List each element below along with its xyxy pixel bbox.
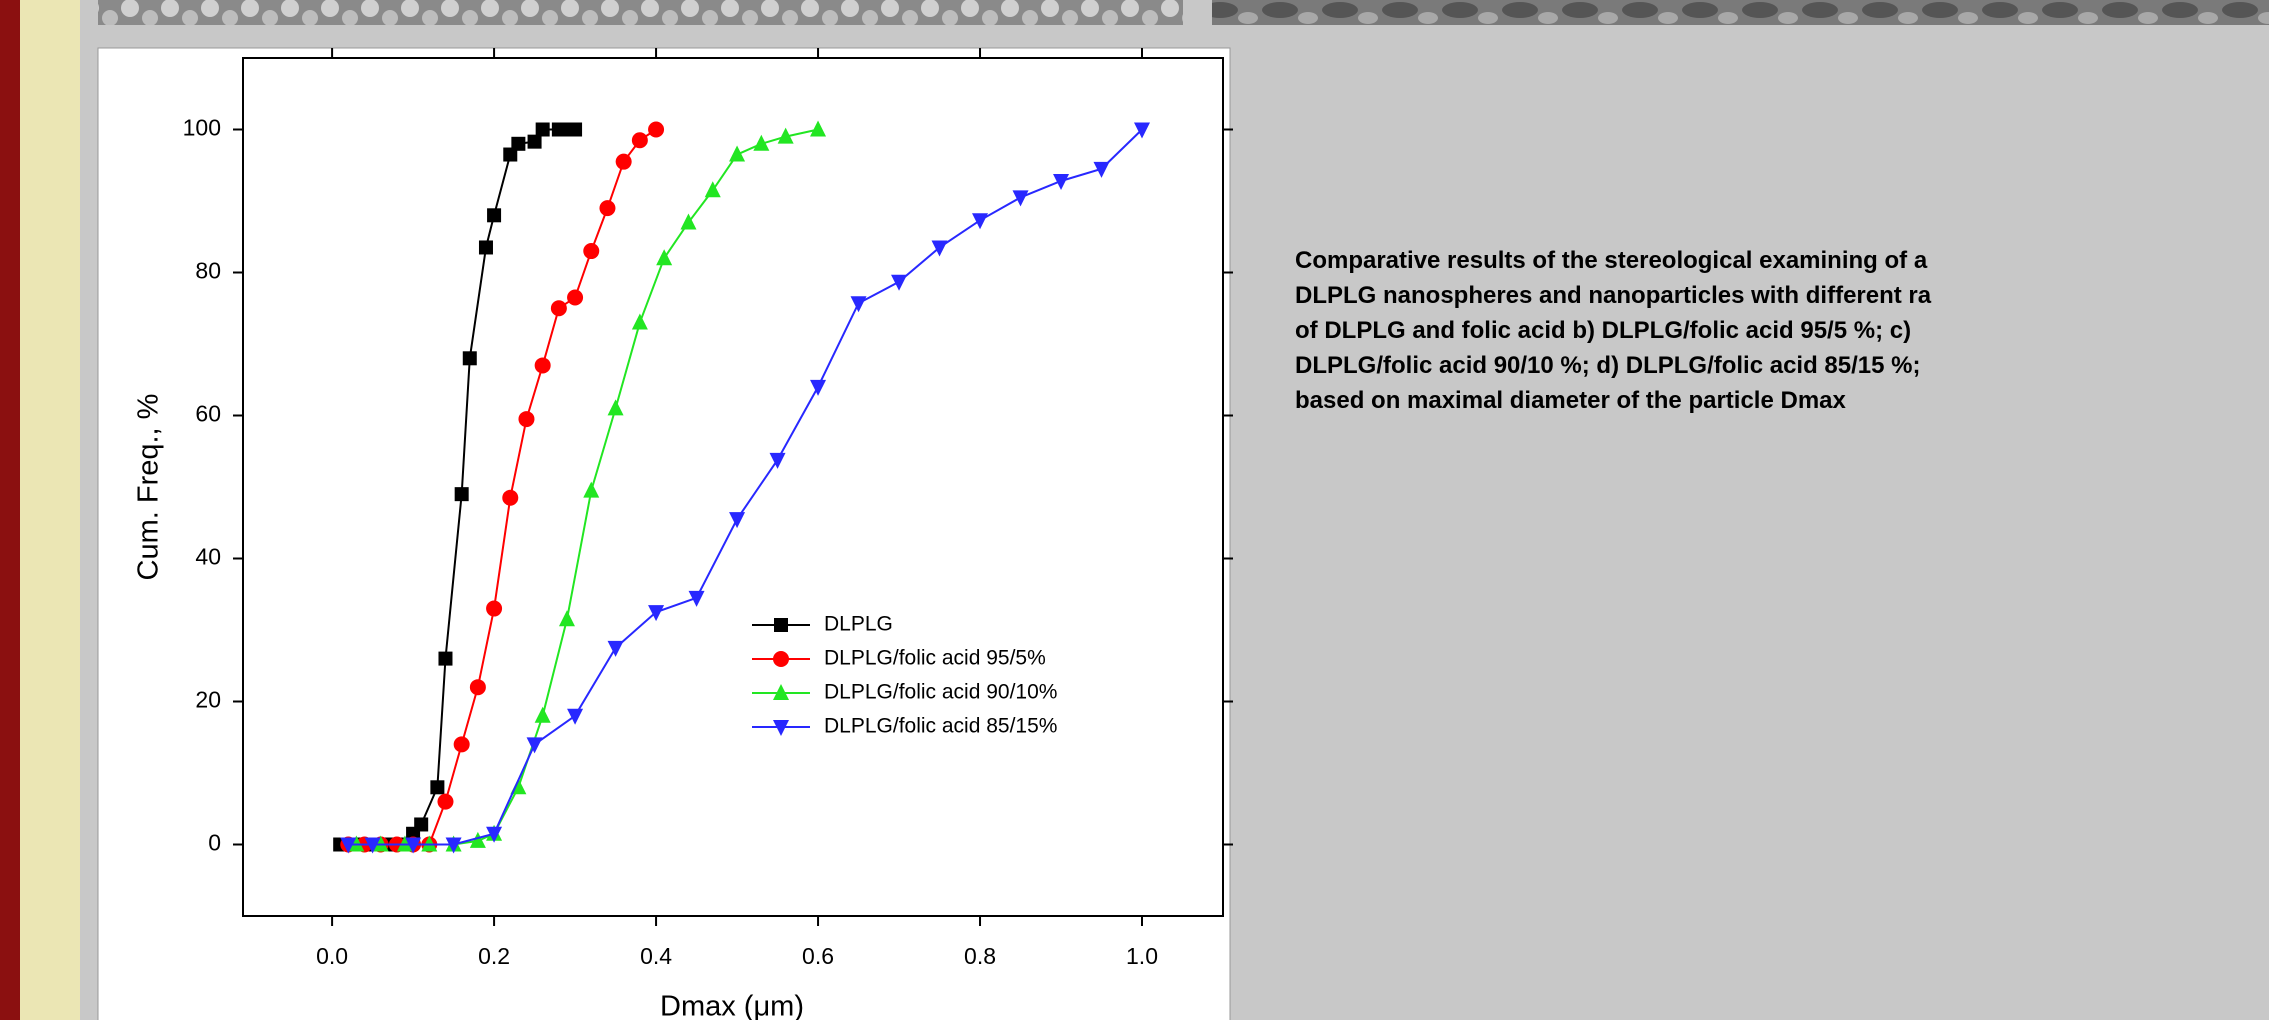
x-tick-label: 1.0: [1126, 943, 1158, 969]
caption: Comparative results of the stereological…: [1295, 247, 1932, 414]
marker: [568, 123, 582, 137]
marker: [518, 411, 534, 427]
caption-line: Comparative results of the stereological…: [1295, 247, 1928, 274]
y-tick-label: 40: [195, 544, 221, 570]
marker: [470, 679, 486, 695]
x-tick-label: 0.2: [478, 943, 510, 969]
marker: [414, 817, 428, 831]
marker: [487, 208, 501, 222]
y-tick-label: 0: [208, 830, 221, 856]
marker: [455, 487, 469, 501]
marker: [437, 794, 453, 810]
marker: [567, 290, 583, 306]
legend-label: DLPLG: [824, 613, 893, 636]
page: Dmax (μm) Cum. Freq., % Comparative resu…: [0, 0, 2269, 1020]
caption-line: DLPLG/folic acid 90/10 %; d) DLPLG/folic…: [1295, 352, 1921, 379]
legend-label: DLPLG/folic acid 90/10%: [824, 681, 1057, 704]
caption-line: based on maximal diameter of the particl…: [1295, 387, 1847, 414]
x-axis-title: Dmax (μm): [660, 991, 804, 1020]
sem-image: [1212, 0, 2269, 25]
marker: [632, 132, 648, 148]
y-axis-title: Cum. Freq., %: [133, 394, 165, 581]
marker: [773, 651, 789, 667]
marker: [438, 652, 452, 666]
legend-label: DLPLG/folic acid 95/5%: [824, 647, 1046, 670]
slide: Dmax (μm) Cum. Freq., % Comparative resu…: [0, 0, 2269, 1020]
marker: [528, 135, 542, 149]
caption-line: DLPLG nanospheres and nanoparticles with…: [1295, 282, 1932, 309]
marker: [774, 618, 788, 632]
marker: [616, 154, 632, 170]
marker: [454, 736, 470, 752]
marker: [551, 300, 567, 316]
sem-image: [98, 0, 1183, 25]
marker: [648, 122, 664, 138]
chart-panel: [98, 48, 1230, 1020]
caption-line: of DLPLG and folic acid b) DLPLG/folic a…: [1295, 317, 1911, 344]
side-band: [20, 0, 80, 1020]
y-tick-label: 60: [195, 401, 221, 427]
marker: [583, 243, 599, 259]
marker: [535, 357, 551, 373]
y-tick-label: 100: [183, 115, 221, 141]
marker: [486, 601, 502, 617]
y-tick-label: 80: [195, 258, 221, 284]
marker: [463, 351, 477, 365]
x-tick-label: 0.4: [640, 943, 672, 969]
marker: [502, 490, 518, 506]
x-tick-label: 0.6: [802, 943, 834, 969]
x-tick-label: 0.8: [964, 943, 996, 969]
side-stripe: [0, 0, 20, 1020]
y-tick-label: 20: [195, 687, 221, 713]
marker: [536, 123, 550, 137]
marker: [479, 240, 493, 254]
marker: [430, 780, 444, 794]
marker: [599, 200, 615, 216]
marker: [511, 137, 525, 151]
x-tick-label: 0.0: [316, 943, 348, 969]
legend-label: DLPLG/folic acid 85/15%: [824, 715, 1057, 738]
